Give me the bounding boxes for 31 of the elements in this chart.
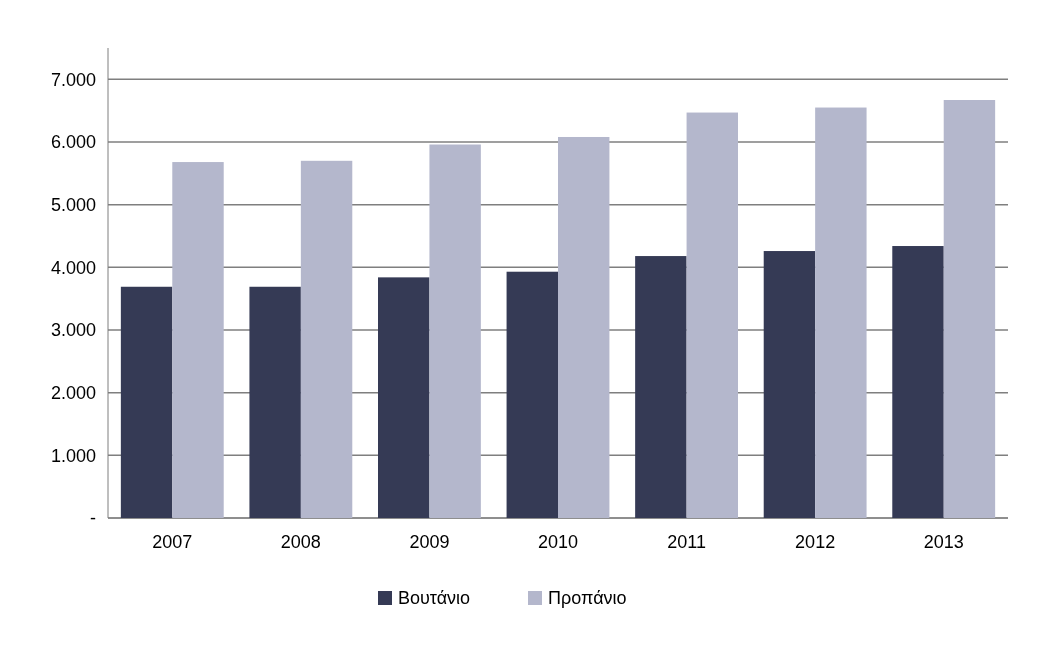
bar: [635, 256, 687, 518]
bar: [815, 107, 867, 518]
bar: [686, 112, 738, 518]
x-tick-label: 2010: [537, 532, 579, 552]
bar: [506, 271, 558, 518]
legend-label: Προπάνιο: [548, 588, 627, 609]
bar: [378, 277, 430, 518]
bar: [300, 160, 353, 518]
y-tick-label: -: [90, 508, 96, 529]
x-tick-label: 2012: [795, 532, 836, 552]
legend-label: Βουτάνιο: [398, 588, 471, 609]
y-tick-label: 1.000: [50, 445, 96, 466]
y-tick-label: 6.000: [50, 132, 96, 153]
x-tick-label: 2011: [667, 532, 706, 552]
x-tick-label: 2009: [409, 532, 450, 552]
y-tick-label: 5.000: [50, 194, 96, 215]
bar: [120, 286, 173, 518]
bar: [429, 144, 481, 518]
x-tick-label: 2013: [923, 532, 964, 552]
y-tick-label: 3.000: [50, 320, 96, 341]
y-tick-label: 4.000: [50, 257, 96, 278]
bar: [763, 251, 816, 518]
bar: [892, 246, 944, 518]
bar: [172, 162, 224, 518]
y-tick-label: 7.000: [50, 69, 96, 90]
bar: [249, 286, 301, 518]
bar: [558, 136, 610, 518]
x-tick-label: 2008: [280, 532, 321, 552]
y-tick-label: 2.000: [50, 382, 96, 403]
x-tick-label: 2007: [152, 532, 193, 552]
bar: [943, 100, 996, 518]
